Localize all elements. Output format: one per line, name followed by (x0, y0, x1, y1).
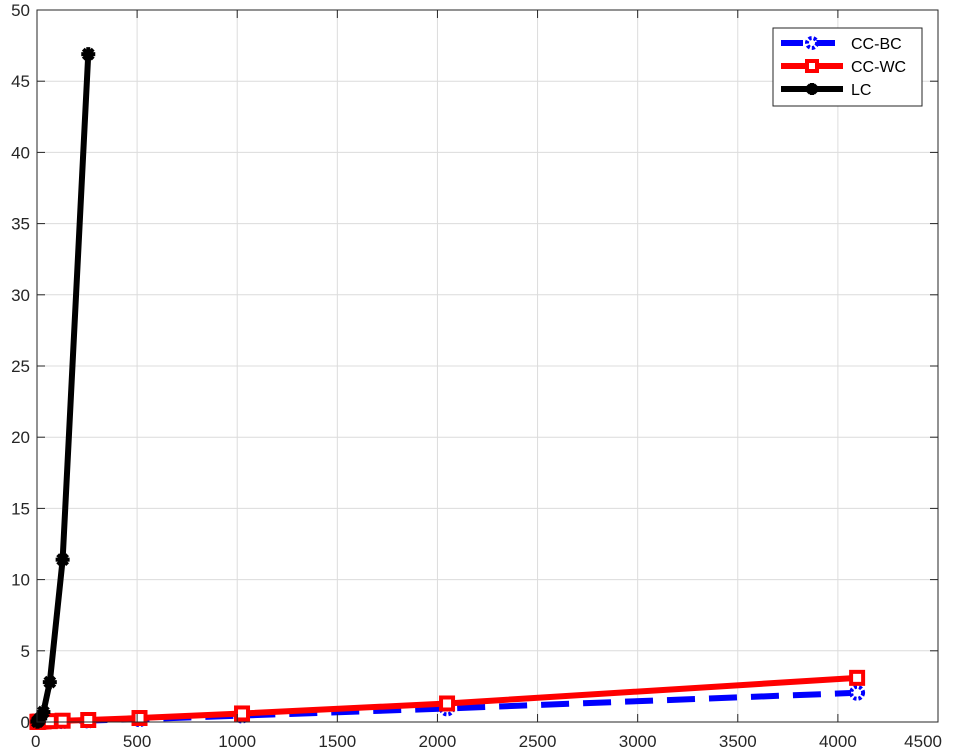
legend-item-cc-wc: CC-WC (781, 59, 906, 76)
y-tick-label: 30 (11, 286, 30, 305)
data-point-stroke (81, 47, 95, 61)
data-point (81, 47, 96, 62)
legend-label: LC (851, 82, 871, 99)
y-tick-label: 40 (11, 143, 30, 162)
y-tick-label: 0 (21, 713, 30, 732)
legend-item-lc: LC (781, 82, 871, 99)
x-tick-label: 500 (123, 732, 151, 751)
legend-label: CC-WC (851, 59, 906, 76)
x-tick-label: 2500 (519, 732, 557, 751)
y-tick-label: 50 (11, 1, 30, 20)
legend: CC-BC CC-WC LC (772, 27, 923, 107)
x-tick-label: 3000 (619, 732, 657, 751)
data-point-stroke (37, 705, 50, 719)
data-point-stroke (56, 553, 69, 567)
data-point (234, 705, 251, 722)
data-point (439, 695, 456, 712)
y-tick-label: 5 (21, 642, 30, 661)
x-tick-label: 4000 (819, 732, 857, 751)
legend-label: CC-BC (851, 36, 902, 53)
data-point (806, 83, 818, 95)
x-tick-label: 4500 (904, 732, 942, 751)
data-point (55, 552, 70, 567)
x-tick-label: 1000 (218, 732, 256, 751)
data-point (54, 712, 71, 729)
x-tick-labels: 0 500 1000 1500 2000 2500 3000 3500 4000 4500 (31, 732, 942, 751)
y-tick-labels: 0 5 10 15 20 25 30 35 40 45 50 (11, 1, 30, 732)
legend-item-cc-bc: CC-BC (781, 36, 902, 53)
axis-ticks (36, 9, 939, 723)
y-tick-label: 25 (11, 357, 30, 376)
data-point (36, 705, 51, 720)
data-point (805, 36, 819, 50)
x-tick-label: 1500 (318, 732, 356, 751)
x-tick-label: 3500 (719, 732, 757, 751)
data-point (849, 684, 866, 701)
y-tick-label: 35 (11, 215, 30, 234)
y-tick-label: 15 (11, 499, 30, 518)
data-point (805, 59, 819, 73)
y-tick-label: 45 (11, 72, 30, 91)
data-point (42, 675, 57, 690)
y-tick-label: 10 (11, 571, 30, 590)
data-point-stroke (43, 675, 57, 689)
data-point-stroke (806, 83, 818, 95)
data-point (131, 710, 148, 727)
x-tick-label: 2000 (419, 732, 457, 751)
x-tick-label: 0 (31, 732, 40, 751)
series-lc (30, 47, 96, 729)
y-tick-label: 20 (11, 428, 30, 447)
data-point (849, 669, 866, 686)
data-point (80, 712, 97, 729)
